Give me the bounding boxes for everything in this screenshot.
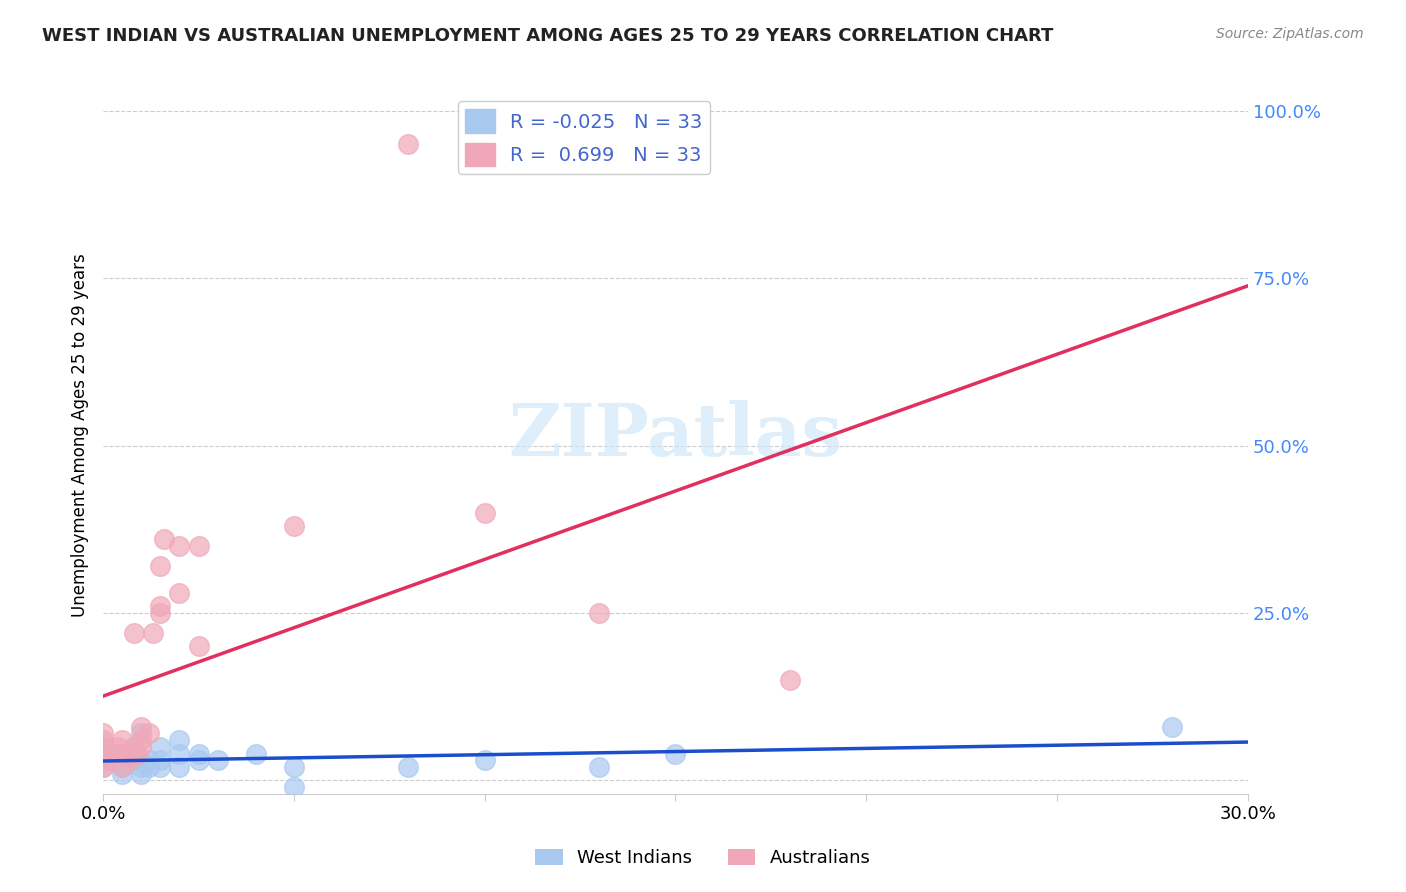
Point — [169, 733, 191, 747]
Point — [169, 760, 191, 774]
Point — [115, 747, 138, 761]
Point — [187, 747, 209, 761]
Point — [111, 766, 134, 780]
Point — [138, 753, 160, 767]
Point — [91, 753, 114, 767]
Point — [588, 606, 610, 620]
Point — [187, 640, 209, 654]
Point — [122, 626, 145, 640]
Point — [779, 673, 801, 687]
Point — [245, 747, 267, 761]
Point — [111, 760, 134, 774]
Point — [169, 747, 191, 761]
Point — [149, 559, 172, 574]
Point — [91, 753, 114, 767]
Point — [111, 733, 134, 747]
Point — [129, 733, 152, 747]
Point — [169, 586, 191, 600]
Point — [474, 753, 496, 767]
Point — [283, 519, 305, 533]
Point — [118, 753, 141, 767]
Point — [129, 753, 152, 767]
Point — [149, 739, 172, 754]
Point — [187, 753, 209, 767]
Point — [129, 739, 152, 754]
Point — [187, 539, 209, 553]
Point — [103, 747, 125, 761]
Point — [91, 760, 114, 774]
Point — [91, 739, 114, 754]
Point — [91, 733, 114, 747]
Point — [169, 539, 191, 553]
Point — [138, 760, 160, 774]
Point — [149, 753, 172, 767]
Point — [129, 766, 152, 780]
Text: ZIPatlas: ZIPatlas — [509, 400, 842, 471]
Point — [122, 739, 145, 754]
Point — [91, 760, 114, 774]
Point — [91, 747, 114, 761]
Point — [207, 753, 229, 767]
Point — [111, 747, 134, 761]
Point — [129, 726, 152, 740]
Point — [474, 506, 496, 520]
Point — [100, 753, 122, 767]
Point — [129, 760, 152, 774]
Point — [111, 760, 134, 774]
Point — [91, 739, 114, 754]
Point — [283, 760, 305, 774]
Y-axis label: Unemployment Among Ages 25 to 29 years: Unemployment Among Ages 25 to 29 years — [72, 253, 89, 617]
Point — [396, 137, 419, 152]
Point — [149, 760, 172, 774]
Point — [127, 747, 149, 761]
Legend: West Indians, Australians: West Indians, Australians — [529, 841, 877, 874]
Text: Source: ZipAtlas.com: Source: ZipAtlas.com — [1216, 27, 1364, 41]
Point — [122, 739, 145, 754]
Point — [664, 747, 686, 761]
Point — [1160, 720, 1182, 734]
Point — [588, 760, 610, 774]
Point — [138, 726, 160, 740]
Point — [91, 726, 114, 740]
Legend: R = -0.025   N = 33, R =  0.699   N = 33: R = -0.025 N = 33, R = 0.699 N = 33 — [457, 102, 710, 174]
Point — [122, 753, 145, 767]
Point — [283, 780, 305, 794]
Point — [153, 533, 176, 547]
Point — [149, 606, 172, 620]
Text: WEST INDIAN VS AUSTRALIAN UNEMPLOYMENT AMONG AGES 25 TO 29 YEARS CORRELATION CHA: WEST INDIAN VS AUSTRALIAN UNEMPLOYMENT A… — [42, 27, 1053, 45]
Point — [142, 626, 165, 640]
Point — [149, 599, 172, 614]
Point — [107, 739, 129, 754]
Point — [111, 753, 134, 767]
Point — [129, 720, 152, 734]
Point — [396, 760, 419, 774]
